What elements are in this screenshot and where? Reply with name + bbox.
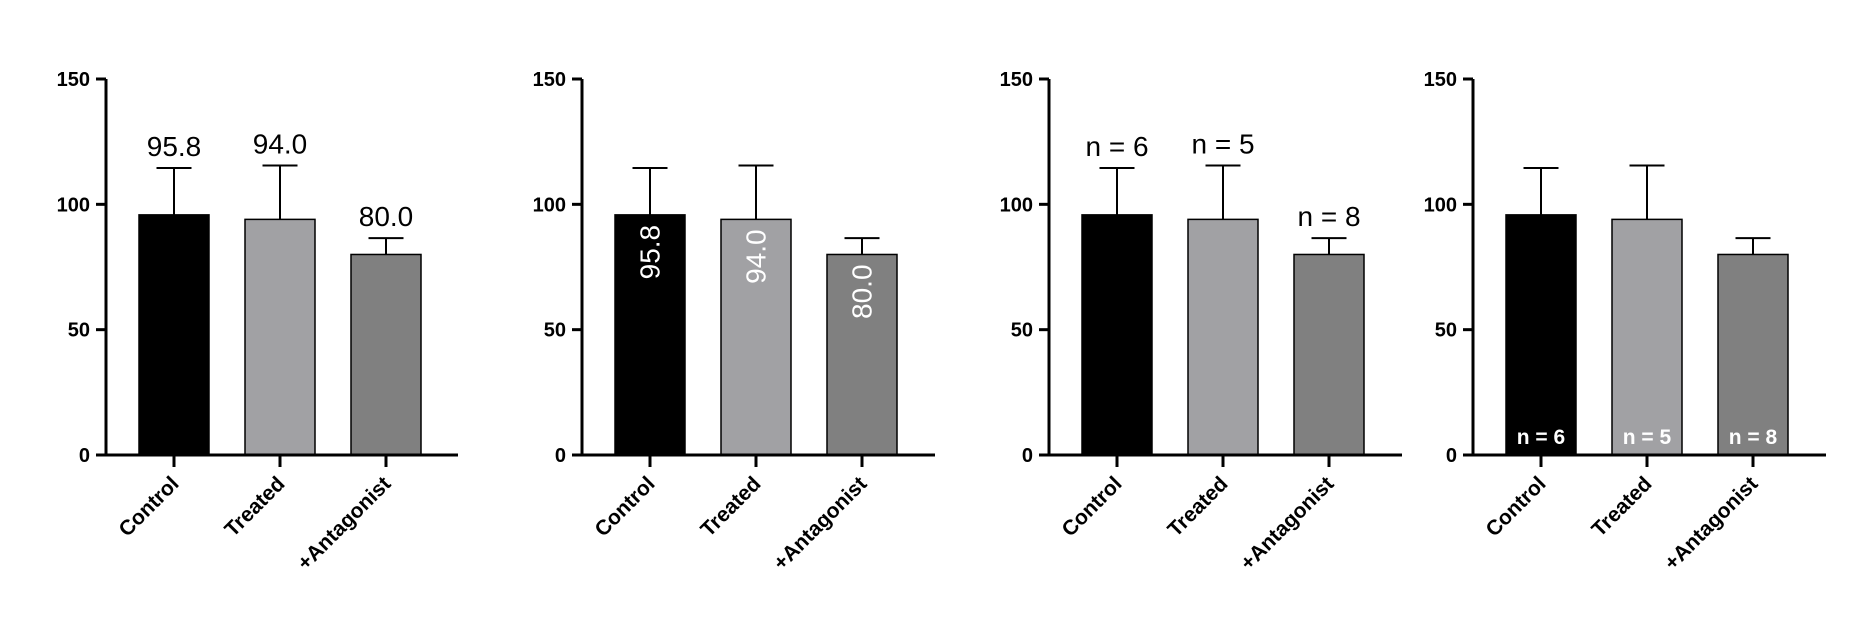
x-tick-label: +Antagonist bbox=[1660, 472, 1762, 574]
y-tick-label: 100 bbox=[533, 194, 566, 216]
data-label: 95.8 bbox=[147, 131, 202, 162]
bar bbox=[1293, 253, 1365, 456]
bar bbox=[138, 214, 210, 456]
bar bbox=[1717, 253, 1789, 456]
data-label: 95.8 bbox=[635, 225, 666, 280]
y-tick-label: 150 bbox=[533, 69, 566, 91]
x-tick-label: Treated bbox=[220, 472, 289, 541]
chart-panel-1: 0 50 100 150 Control 95.8 Treated 94.0 +Antagoni… bbox=[57, 69, 458, 575]
data-label: n = 6 bbox=[1517, 426, 1565, 449]
y-tick-label: 0 bbox=[555, 445, 566, 467]
data-label: 80.0 bbox=[359, 201, 414, 232]
bar bbox=[614, 214, 686, 456]
data-label: n = 8 bbox=[1297, 201, 1360, 232]
x-tick-label: +Antagonist bbox=[293, 472, 395, 574]
y-tick-label: 100 bbox=[1424, 194, 1457, 216]
bar bbox=[1611, 218, 1683, 456]
bar bbox=[1505, 214, 1577, 456]
data-label: 80.0 bbox=[847, 264, 878, 319]
y-tick-label: 50 bbox=[544, 320, 566, 342]
data-label: 94.0 bbox=[253, 128, 308, 159]
y-tick-label: 50 bbox=[1435, 320, 1457, 342]
x-tick-label: Treated bbox=[1587, 472, 1656, 541]
x-tick-label: +Antagonist bbox=[1236, 472, 1338, 574]
bar bbox=[244, 218, 316, 456]
y-tick-label: 150 bbox=[57, 69, 90, 91]
y-tick-label: 150 bbox=[1424, 69, 1457, 91]
y-tick-label: 0 bbox=[79, 445, 90, 467]
bar bbox=[826, 253, 898, 456]
bar bbox=[350, 253, 422, 456]
x-tick-label: Control bbox=[590, 472, 659, 541]
x-tick-label: Control bbox=[114, 472, 183, 541]
bar bbox=[720, 218, 792, 456]
x-tick-label: +Antagonist bbox=[769, 472, 871, 574]
data-label: n = 6 bbox=[1085, 131, 1148, 162]
x-tick-label: Treated bbox=[696, 472, 765, 541]
y-tick-label: 0 bbox=[1446, 445, 1457, 467]
y-tick-label: 50 bbox=[1011, 320, 1033, 342]
x-tick-label: Treated bbox=[1163, 472, 1232, 541]
data-label: n = 8 bbox=[1729, 426, 1778, 449]
y-tick-label: 100 bbox=[57, 194, 90, 216]
data-label: n = 5 bbox=[1191, 128, 1254, 159]
y-tick-label: 150 bbox=[1000, 69, 1033, 91]
bar bbox=[1081, 214, 1153, 456]
chart-panel-2: 0 50 100 150 Control 95.8 Treated 94.0 +Antagoni… bbox=[533, 69, 935, 575]
chart-panel-3: 0 50 100 150 Control n = 6 Treated n = 5 +Antago… bbox=[1000, 69, 1402, 575]
x-tick-label: Control bbox=[1481, 472, 1550, 541]
y-tick-label: 50 bbox=[68, 320, 90, 342]
bar bbox=[1187, 218, 1259, 456]
x-tick-label: Control bbox=[1057, 472, 1126, 541]
y-tick-label: 0 bbox=[1022, 445, 1033, 467]
chart-panel-4: 0 50 100 150 Control n = 6 Treated n = 5 +Antago… bbox=[1424, 69, 1826, 575]
data-label: 94.0 bbox=[741, 229, 772, 284]
data-label: n = 5 bbox=[1623, 426, 1672, 449]
y-tick-label: 100 bbox=[1000, 194, 1033, 216]
